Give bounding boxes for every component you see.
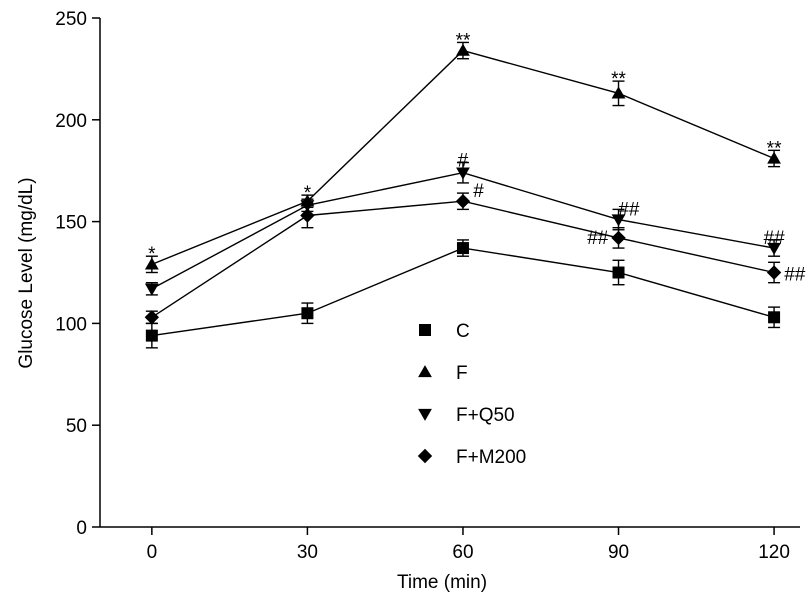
- y-tick-label: 0: [76, 518, 87, 539]
- legend-label: F: [456, 363, 468, 384]
- legend-label: F+Q50: [456, 405, 515, 426]
- data-point: [455, 194, 471, 209]
- data-point: [611, 214, 626, 227]
- data-point: [612, 266, 625, 279]
- significance-mark: ##: [784, 265, 806, 286]
- axes: 0 50 100 150 200 250 0 30 60 90 120: [55, 9, 800, 563]
- legend-label: F+M200: [456, 447, 526, 468]
- data-point: [145, 329, 158, 342]
- x-tick-label: 30: [297, 542, 318, 563]
- legend-marker: [418, 408, 432, 421]
- y-tick-label: 200: [55, 111, 87, 132]
- x-tick-label: 120: [758, 542, 790, 563]
- series-line: [151, 172, 775, 290]
- legend-label: C: [456, 321, 470, 342]
- y-axis-title: Glucose Level (mg/dL): [16, 177, 37, 368]
- significance-mark: ##: [587, 228, 609, 249]
- significance-mark: ##: [764, 228, 786, 249]
- data-point: [611, 86, 626, 99]
- significance-mark: **: [767, 138, 782, 159]
- series-layer: [144, 41, 782, 349]
- x-tick-label: 0: [147, 542, 158, 563]
- series-line: [151, 200, 775, 318]
- legend: CF F+Q50 F+M200: [417, 321, 526, 468]
- data-point: [301, 307, 314, 320]
- data-point: [611, 230, 626, 246]
- data-point: [144, 283, 159, 296]
- series-c: [145, 239, 781, 349]
- data-point: [767, 151, 781, 164]
- legend-marker: [418, 365, 432, 378]
- series-f-m200: [144, 192, 782, 325]
- x-axis-title: Time (min): [397, 572, 487, 593]
- annotation-layer: ********###### ####: [148, 30, 806, 285]
- data-point: [456, 167, 470, 180]
- data-point: [767, 242, 781, 255]
- legend-marker: [417, 448, 433, 464]
- significance-mark: *: [304, 183, 312, 204]
- data-point: [768, 311, 781, 324]
- data-point: [300, 208, 315, 223]
- x-tick-label: 90: [608, 542, 629, 563]
- significance-mark: #: [458, 151, 469, 172]
- significance-mark: ##: [618, 199, 640, 220]
- series-f-q50: [144, 161, 781, 296]
- y-tick-label: 250: [55, 9, 87, 30]
- data-point: [456, 43, 470, 56]
- x-tick-label: 60: [452, 542, 473, 563]
- y-tick-label: 150: [55, 213, 87, 234]
- data-point: [766, 265, 782, 280]
- data-point: [456, 242, 469, 255]
- significance-mark: **: [456, 30, 471, 51]
- data-point: [144, 257, 159, 270]
- significance-mark: *: [148, 244, 156, 265]
- y-tick-label: 100: [55, 314, 87, 335]
- legend-marker: [419, 324, 431, 336]
- significance-mark: #: [473, 181, 484, 202]
- y-tick-label: 50: [66, 416, 87, 437]
- significance-mark: **: [611, 69, 626, 90]
- data-point: [144, 310, 160, 325]
